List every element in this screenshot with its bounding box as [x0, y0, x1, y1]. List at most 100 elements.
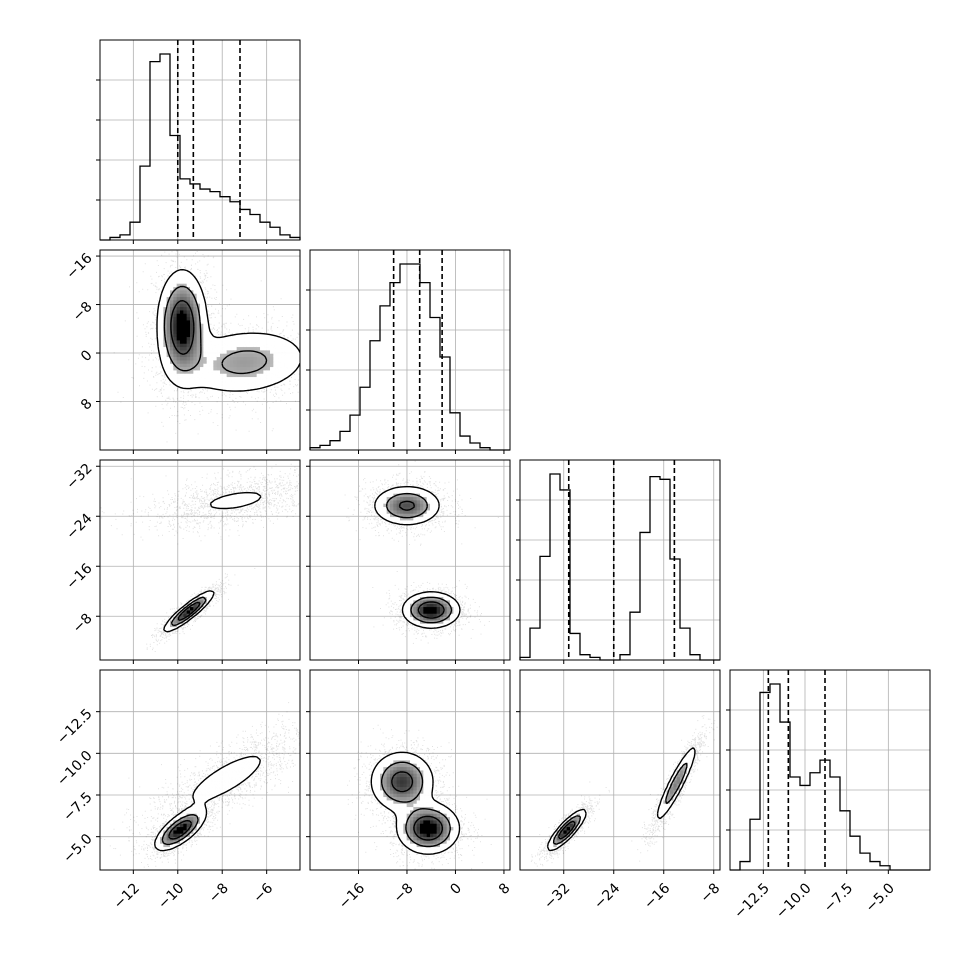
density-cell [200, 350, 204, 354]
density-cell [426, 790, 431, 794]
density-cell [416, 780, 421, 784]
density-cell [396, 516, 401, 521]
scatter-panel-1-2 [309, 459, 511, 661]
density-cell [273, 340, 278, 344]
density-cell [200, 303, 204, 308]
density-cell [413, 823, 418, 828]
density-cell [203, 383, 208, 388]
density-cell [680, 763, 684, 768]
density-cell [433, 800, 438, 804]
density-cell [260, 363, 264, 368]
density-cell [183, 353, 188, 358]
density-cell [263, 343, 268, 348]
density-cell [440, 616, 444, 621]
density-cell [420, 510, 424, 514]
density-cell [200, 346, 204, 351]
density-cell [230, 763, 234, 768]
density-cell [380, 773, 384, 778]
density-cell [403, 790, 408, 794]
density-cell [450, 820, 454, 824]
density-cell [243, 363, 248, 368]
density-cell [403, 503, 408, 508]
density-cell [206, 343, 211, 348]
density-cell [156, 326, 161, 331]
density-cell [233, 360, 238, 364]
density-cell [170, 326, 174, 331]
density-cell [283, 346, 288, 351]
density-cell [406, 786, 411, 791]
density-cell [413, 496, 418, 501]
density-cell [203, 813, 208, 818]
panel-frame [99, 39, 301, 241]
density-cell [176, 356, 181, 361]
density-cell [173, 326, 178, 331]
density-cell [183, 340, 188, 344]
density-cell [160, 343, 164, 348]
density-cell [176, 376, 181, 381]
density-cell [280, 353, 284, 358]
density-cell [406, 843, 411, 848]
contour-line [385, 492, 453, 624]
density-cell [176, 313, 181, 318]
density-cell [403, 766, 408, 771]
density-cell [156, 320, 161, 324]
density-cell [560, 823, 564, 828]
density-cell [170, 366, 174, 371]
density-cell [446, 620, 451, 624]
density-cell [190, 283, 194, 288]
density-cell [223, 786, 228, 791]
density-cell [183, 823, 188, 828]
density-cell [416, 820, 421, 824]
density-cell [420, 790, 424, 794]
density-cell [426, 796, 431, 801]
density-cell [396, 826, 401, 831]
density-cell [393, 766, 398, 771]
density-cell [226, 336, 231, 341]
density-cell [410, 810, 414, 814]
density-cell [243, 760, 248, 764]
density-cell [230, 373, 234, 378]
density-cell [446, 816, 451, 821]
density-cell [393, 800, 398, 804]
density-cell [193, 323, 198, 328]
density-cell [373, 790, 378, 794]
density-cell [386, 503, 391, 508]
density-cell [206, 596, 211, 601]
density-cell [193, 283, 198, 288]
density-cell [246, 370, 251, 374]
density-cell [250, 500, 254, 504]
density-cell [206, 796, 211, 801]
density-cell [246, 376, 251, 381]
density-cell [413, 840, 418, 844]
density-cell [386, 496, 391, 501]
density-cell [563, 823, 568, 828]
density-cell [193, 823, 198, 828]
density-cell [680, 766, 684, 771]
density-cell [406, 756, 411, 761]
density-cell [403, 820, 408, 824]
density-cell [376, 796, 381, 801]
density-cell [180, 290, 184, 294]
density-cell [210, 353, 214, 358]
density-cell [200, 786, 204, 791]
density-cell [400, 833, 404, 838]
density-cell [173, 823, 178, 828]
density-cell [253, 383, 258, 388]
density-cell [430, 813, 434, 818]
density-cell [180, 840, 184, 844]
density-cell [386, 800, 391, 804]
density-cell [180, 346, 184, 351]
density-cell [196, 370, 201, 374]
density-cell [386, 786, 391, 791]
density-cell [406, 606, 411, 611]
density-cell [393, 490, 398, 494]
density-cell [166, 346, 171, 351]
density-cell [176, 336, 181, 341]
density-cell [243, 353, 248, 358]
density-cell [230, 336, 234, 341]
density-cell [226, 503, 231, 508]
density-cell [203, 790, 208, 794]
density-cell [416, 600, 421, 604]
density-cell [243, 360, 248, 364]
density-cell [396, 506, 401, 511]
